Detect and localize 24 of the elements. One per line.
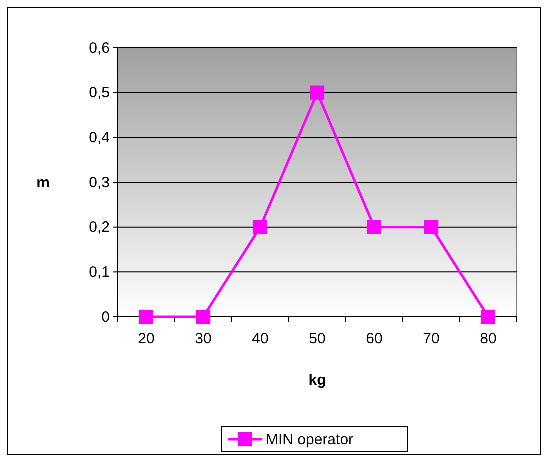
point bbox=[253, 220, 268, 234]
point bbox=[310, 86, 325, 100]
y-tick-label: 0,4 bbox=[89, 129, 110, 146]
point bbox=[367, 220, 382, 234]
y-axis-title: m bbox=[36, 174, 50, 192]
y-tick-label: 0,6 bbox=[89, 40, 110, 57]
y-tick-label: 0,3 bbox=[89, 174, 110, 192]
y-tick-label: 0 bbox=[102, 308, 110, 326]
x-tick-label: 60 bbox=[366, 330, 383, 348]
x-tick-label: 80 bbox=[480, 330, 497, 348]
point bbox=[424, 220, 439, 234]
x-tick-label: 50 bbox=[309, 330, 326, 348]
x-axis-title: kg bbox=[308, 372, 326, 389]
x-tick-label: 30 bbox=[195, 330, 212, 348]
point bbox=[139, 310, 154, 324]
y-tick-label: 0,2 bbox=[89, 219, 110, 236]
point bbox=[481, 310, 496, 324]
point bbox=[196, 310, 211, 324]
y-tick-label: 0,1 bbox=[89, 264, 110, 281]
x-tick-label: 70 bbox=[423, 330, 440, 348]
y-tick-label: 0,5 bbox=[89, 84, 110, 102]
x-tick-label: 40 bbox=[252, 330, 269, 348]
x-tick-label: 20 bbox=[138, 330, 155, 348]
legend-label: MIN operator bbox=[266, 432, 354, 448]
